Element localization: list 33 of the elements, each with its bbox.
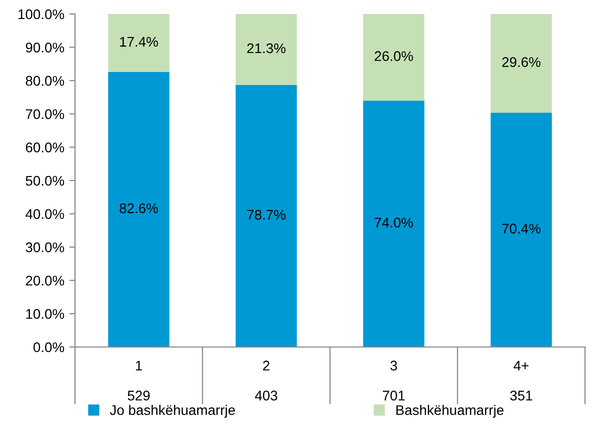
category-label: 4+ 351	[510, 360, 532, 400]
bar	[363, 100, 424, 347]
data-label: 26.0%	[374, 51, 413, 62]
y-tick-label: 80.0%	[26, 76, 64, 86]
y-tick-label: 100.0%	[18, 9, 64, 20]
data-label: 29.6%	[502, 57, 540, 68]
bar	[108, 72, 170, 347]
bar	[236, 84, 297, 347]
y-tick-label: 30.0%	[26, 242, 64, 252]
category-label: 3 701	[382, 360, 405, 400]
y-tick-label: 20.0%	[26, 276, 64, 286]
bar	[236, 14, 297, 85]
data-label: 70.4%	[502, 224, 540, 234]
y-tick-label: 60.0%	[26, 142, 64, 152]
y-tick-label: 90.0%	[26, 42, 64, 52]
data-label: 17.4%	[120, 36, 158, 47]
legend-label: Bashkëhuamarrje	[396, 404, 504, 418]
data-label: 82.6%	[120, 203, 158, 214]
bar	[490, 14, 552, 113]
y-tick-label: 40.0%	[26, 209, 64, 219]
legend-label: Jo bashkëhuamarrje	[110, 404, 235, 418]
bar	[490, 112, 552, 347]
bar	[108, 14, 170, 72]
data-label: 21.3%	[247, 43, 286, 54]
data-label: 74.0%	[374, 218, 413, 228]
data-label: 78.7%	[247, 210, 286, 220]
y-tick-label: 70.0%	[26, 109, 64, 120]
category-label: 1 529	[128, 360, 150, 400]
y-tick-label: 50.0%	[26, 176, 64, 186]
y-tick-label: 0.0%	[33, 342, 64, 352]
category-label: 2 403	[254, 360, 278, 400]
y-tick-label: 10.0%	[26, 309, 64, 319]
bar	[363, 14, 424, 101]
